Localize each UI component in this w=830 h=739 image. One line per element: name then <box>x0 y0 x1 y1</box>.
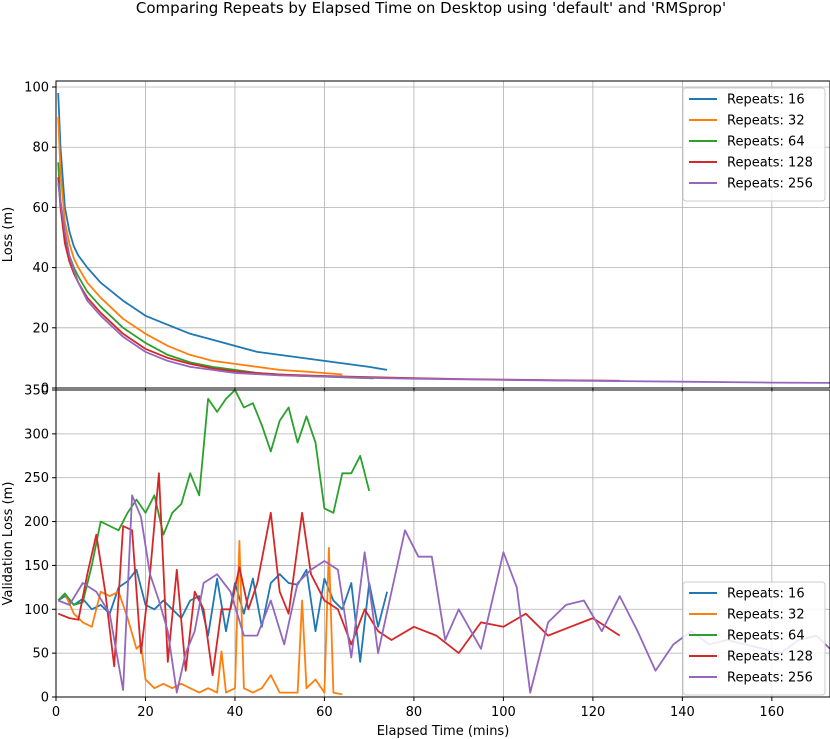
series-group <box>57 390 830 696</box>
chart-title: Comparing Repeats by Elapsed Time on Des… <box>136 0 726 17</box>
y-tick-label: 350 <box>24 384 49 399</box>
series-line-5 <box>57 183 830 384</box>
legend-box <box>682 87 826 202</box>
y-axis-label: Validation Loss (m) <box>1 482 16 606</box>
x-tick-label: 60 <box>316 705 333 720</box>
y-tick-label: 0 <box>41 691 49 706</box>
axes-frame <box>55 389 830 698</box>
series-group <box>57 92 830 384</box>
x-tick-label: 20 <box>137 705 154 720</box>
legend-label: Repeats: 128 <box>727 650 813 665</box>
y-tick-label: 150 <box>24 559 49 574</box>
series-line-2 <box>57 117 343 376</box>
legend-label: Repeats: 128 <box>727 156 813 171</box>
y-tick-label: 60 <box>32 201 49 216</box>
x-axis-label: Elapsed Time (mins) <box>377 724 510 739</box>
legend-label: Repeats: 16 <box>727 587 805 602</box>
legend-label: Repeats: 64 <box>727 135 805 150</box>
x-tick-label: 100 <box>491 705 516 720</box>
y-tick-label: 100 <box>24 81 49 96</box>
x-tick-label: 80 <box>406 705 423 720</box>
x-tick-label: 140 <box>670 705 695 720</box>
y-tick-label: 0 <box>41 382 49 397</box>
legend-label: Repeats: 32 <box>727 114 805 129</box>
series-line-2 <box>57 540 343 696</box>
x-tick-label: 0 <box>52 705 60 720</box>
legend-label: Repeats: 64 <box>727 629 805 644</box>
y-tick-label: 20 <box>32 321 49 336</box>
legend-label: Repeats: 256 <box>727 671 813 686</box>
y-tick-label: 80 <box>32 141 49 156</box>
y-tick-label: 250 <box>24 471 49 486</box>
legend-label: Repeats: 32 <box>727 608 805 623</box>
y-tick-label: 50 <box>32 647 49 662</box>
legend: Repeats: 16 Repeats: 32 Repeats: 64 Repeats… <box>682 581 826 696</box>
series-line-1 <box>57 568 388 663</box>
legend-box <box>682 581 826 696</box>
y-tick-label: 200 <box>24 515 49 530</box>
x-tick-label: 40 <box>227 705 244 720</box>
y-tick-label: 100 <box>24 603 49 618</box>
series-line-3 <box>57 390 371 606</box>
legend-label: Repeats: 16 <box>727 93 805 108</box>
y-axis-label: Loss (m) <box>1 207 16 262</box>
y-tick-label: 40 <box>32 261 49 276</box>
x-tick-label: 160 <box>759 705 784 720</box>
series-line-1 <box>57 92 388 371</box>
y-tick-label: 300 <box>24 427 49 442</box>
legend: Repeats: 16 Repeats: 32 Repeats: 64 Repeats… <box>682 87 826 202</box>
series-line-4 <box>57 472 621 676</box>
axes-frame <box>55 80 830 389</box>
legend-label: Repeats: 256 <box>727 177 813 192</box>
series-line-5 <box>57 494 830 694</box>
x-tick-label: 120 <box>580 705 605 720</box>
